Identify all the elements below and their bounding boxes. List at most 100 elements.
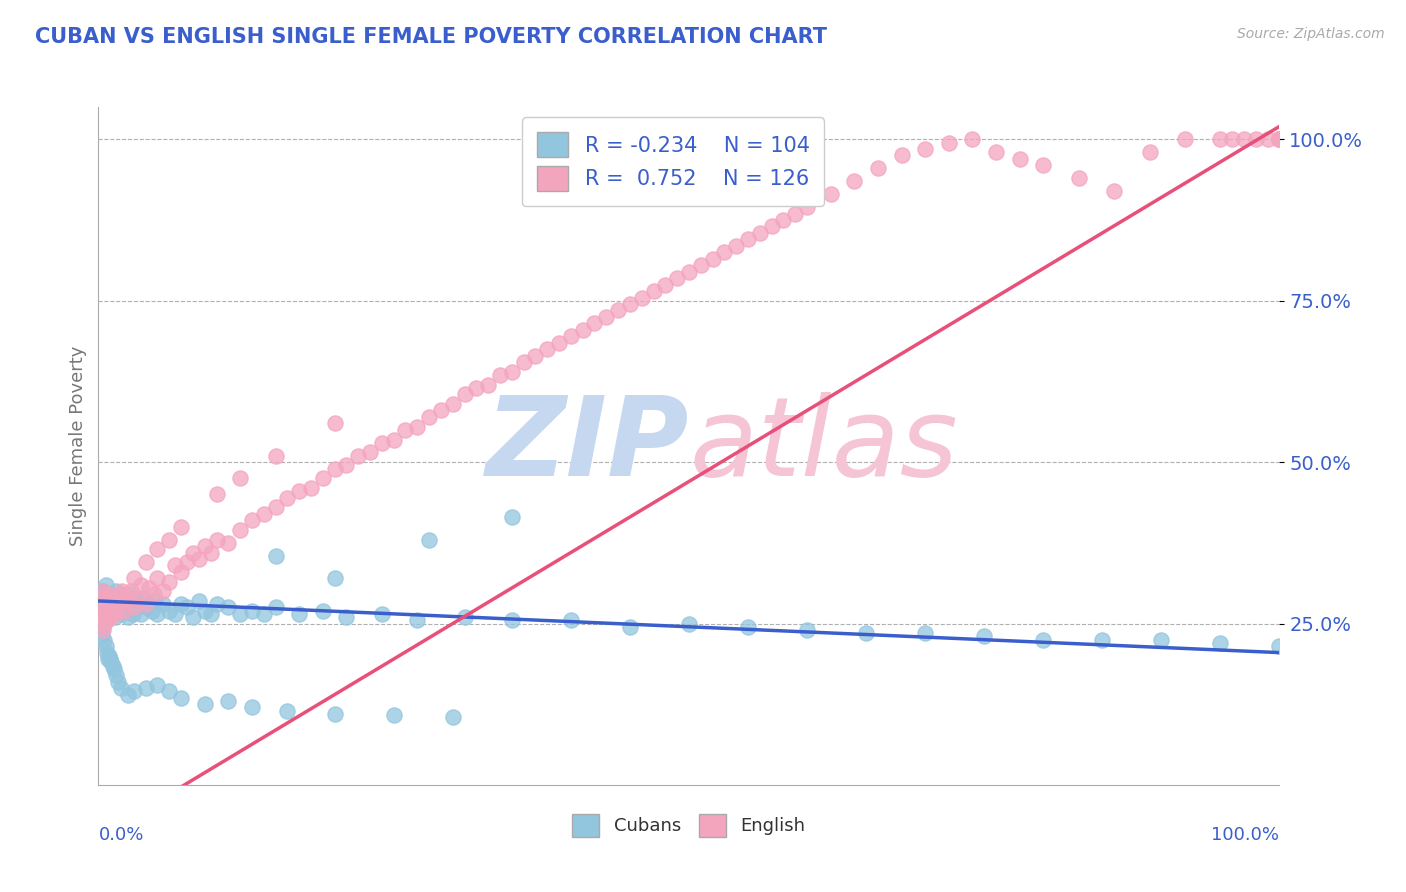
Point (170, 597, 193, 611)
Point (112, 600, 135, 615)
Point (643, 284, 665, 298)
Point (135, 681, 157, 695)
Point (914, 142, 936, 156)
Point (501, 365, 523, 379)
Point (170, 519, 193, 533)
Point (785, 206, 807, 220)
Point (1233, 132, 1256, 146)
Point (105, 594, 128, 608)
Point (104, 607, 127, 621)
Point (524, 349, 547, 363)
Point (1150, 632, 1173, 647)
Point (107, 594, 129, 608)
Point (276, 491, 298, 505)
Point (702, 252, 724, 266)
Point (194, 539, 217, 553)
Point (761, 219, 783, 234)
Point (91, 610, 114, 624)
Point (165, 607, 187, 621)
Point (121, 584, 143, 599)
Point (796, 623, 818, 637)
Point (93, 604, 115, 618)
Point (205, 597, 228, 611)
Point (132, 591, 155, 605)
Point (323, 461, 346, 475)
Point (536, 342, 558, 356)
Point (108, 587, 131, 601)
Point (938, 136, 960, 150)
Point (984, 145, 1007, 160)
Point (187, 594, 209, 608)
Point (157, 533, 180, 547)
Point (142, 587, 165, 601)
Point (98, 587, 121, 601)
Point (866, 161, 889, 176)
Point (229, 607, 252, 621)
Point (122, 684, 145, 698)
Point (103, 662, 125, 676)
Text: Source: ZipAtlas.com: Source: ZipAtlas.com (1237, 27, 1385, 41)
Point (129, 607, 152, 621)
Point (406, 613, 429, 627)
Point (253, 607, 276, 621)
Point (122, 571, 145, 585)
Point (157, 574, 180, 589)
Point (820, 187, 842, 202)
Point (117, 610, 139, 624)
Point (1257, 132, 1279, 146)
Point (112, 591, 135, 605)
Point (666, 271, 689, 285)
Point (98, 610, 121, 624)
Point (91, 620, 114, 634)
Point (157, 684, 180, 698)
Point (143, 594, 166, 608)
Point (1268, 132, 1291, 146)
Point (135, 600, 157, 615)
Point (141, 604, 163, 618)
Point (114, 604, 136, 618)
Point (382, 433, 405, 447)
Y-axis label: Single Female Poverty: Single Female Poverty (69, 346, 87, 546)
Point (453, 610, 475, 624)
Point (571, 323, 593, 337)
Point (117, 688, 139, 702)
Point (335, 458, 357, 473)
Point (678, 616, 700, 631)
Point (97, 652, 120, 666)
Point (93, 604, 115, 618)
Point (100, 594, 122, 608)
Point (181, 610, 204, 624)
Legend: Cubans, English: Cubans, English (565, 807, 813, 844)
Point (595, 310, 617, 324)
Point (97, 597, 120, 611)
Point (146, 678, 169, 692)
Point (115, 594, 138, 608)
Point (264, 600, 287, 615)
Point (96, 613, 118, 627)
Point (146, 571, 169, 585)
Point (583, 316, 606, 330)
Point (855, 626, 877, 640)
Point (181, 545, 204, 559)
Point (127, 591, 149, 605)
Point (276, 704, 298, 718)
Point (125, 600, 148, 615)
Point (98, 652, 121, 666)
Point (737, 232, 759, 246)
Point (264, 549, 287, 563)
Point (501, 613, 523, 627)
Point (205, 533, 228, 547)
Point (122, 591, 145, 605)
Point (104, 610, 127, 624)
Point (973, 630, 995, 644)
Point (107, 674, 129, 689)
Point (121, 597, 143, 611)
Point (176, 600, 198, 615)
Point (146, 542, 169, 557)
Point (90, 591, 112, 605)
Point (371, 435, 394, 450)
Point (101, 600, 124, 615)
Point (312, 471, 335, 485)
Point (146, 607, 169, 621)
Point (229, 523, 252, 537)
